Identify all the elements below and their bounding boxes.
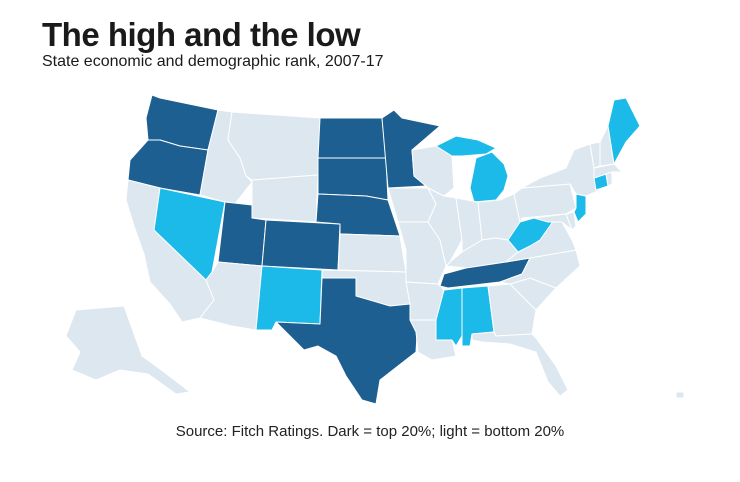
state-hi	[675, 391, 685, 399]
state-de	[565, 211, 577, 231]
state-mi	[469, 151, 509, 203]
state-fl	[471, 331, 569, 397]
state-nd	[317, 117, 387, 159]
state-tx	[275, 277, 419, 405]
map-subtitle: State economic and demographic rank, 200…	[42, 53, 384, 70]
state-nm	[255, 265, 323, 331]
state-mi-upper	[435, 135, 497, 157]
state-ia	[387, 187, 437, 223]
state-md	[533, 213, 573, 231]
state-ak	[65, 305, 191, 395]
source-caption: Source: Fitch Ratings. Dark = top 20%; l…	[175, 423, 565, 440]
state-sd	[317, 157, 389, 201]
state-co	[261, 219, 341, 271]
state-nj	[573, 193, 587, 223]
state-ks	[337, 233, 407, 273]
map-title: The high and the low	[42, 16, 361, 53]
state-wy	[251, 174, 319, 223]
state-me	[607, 97, 641, 165]
